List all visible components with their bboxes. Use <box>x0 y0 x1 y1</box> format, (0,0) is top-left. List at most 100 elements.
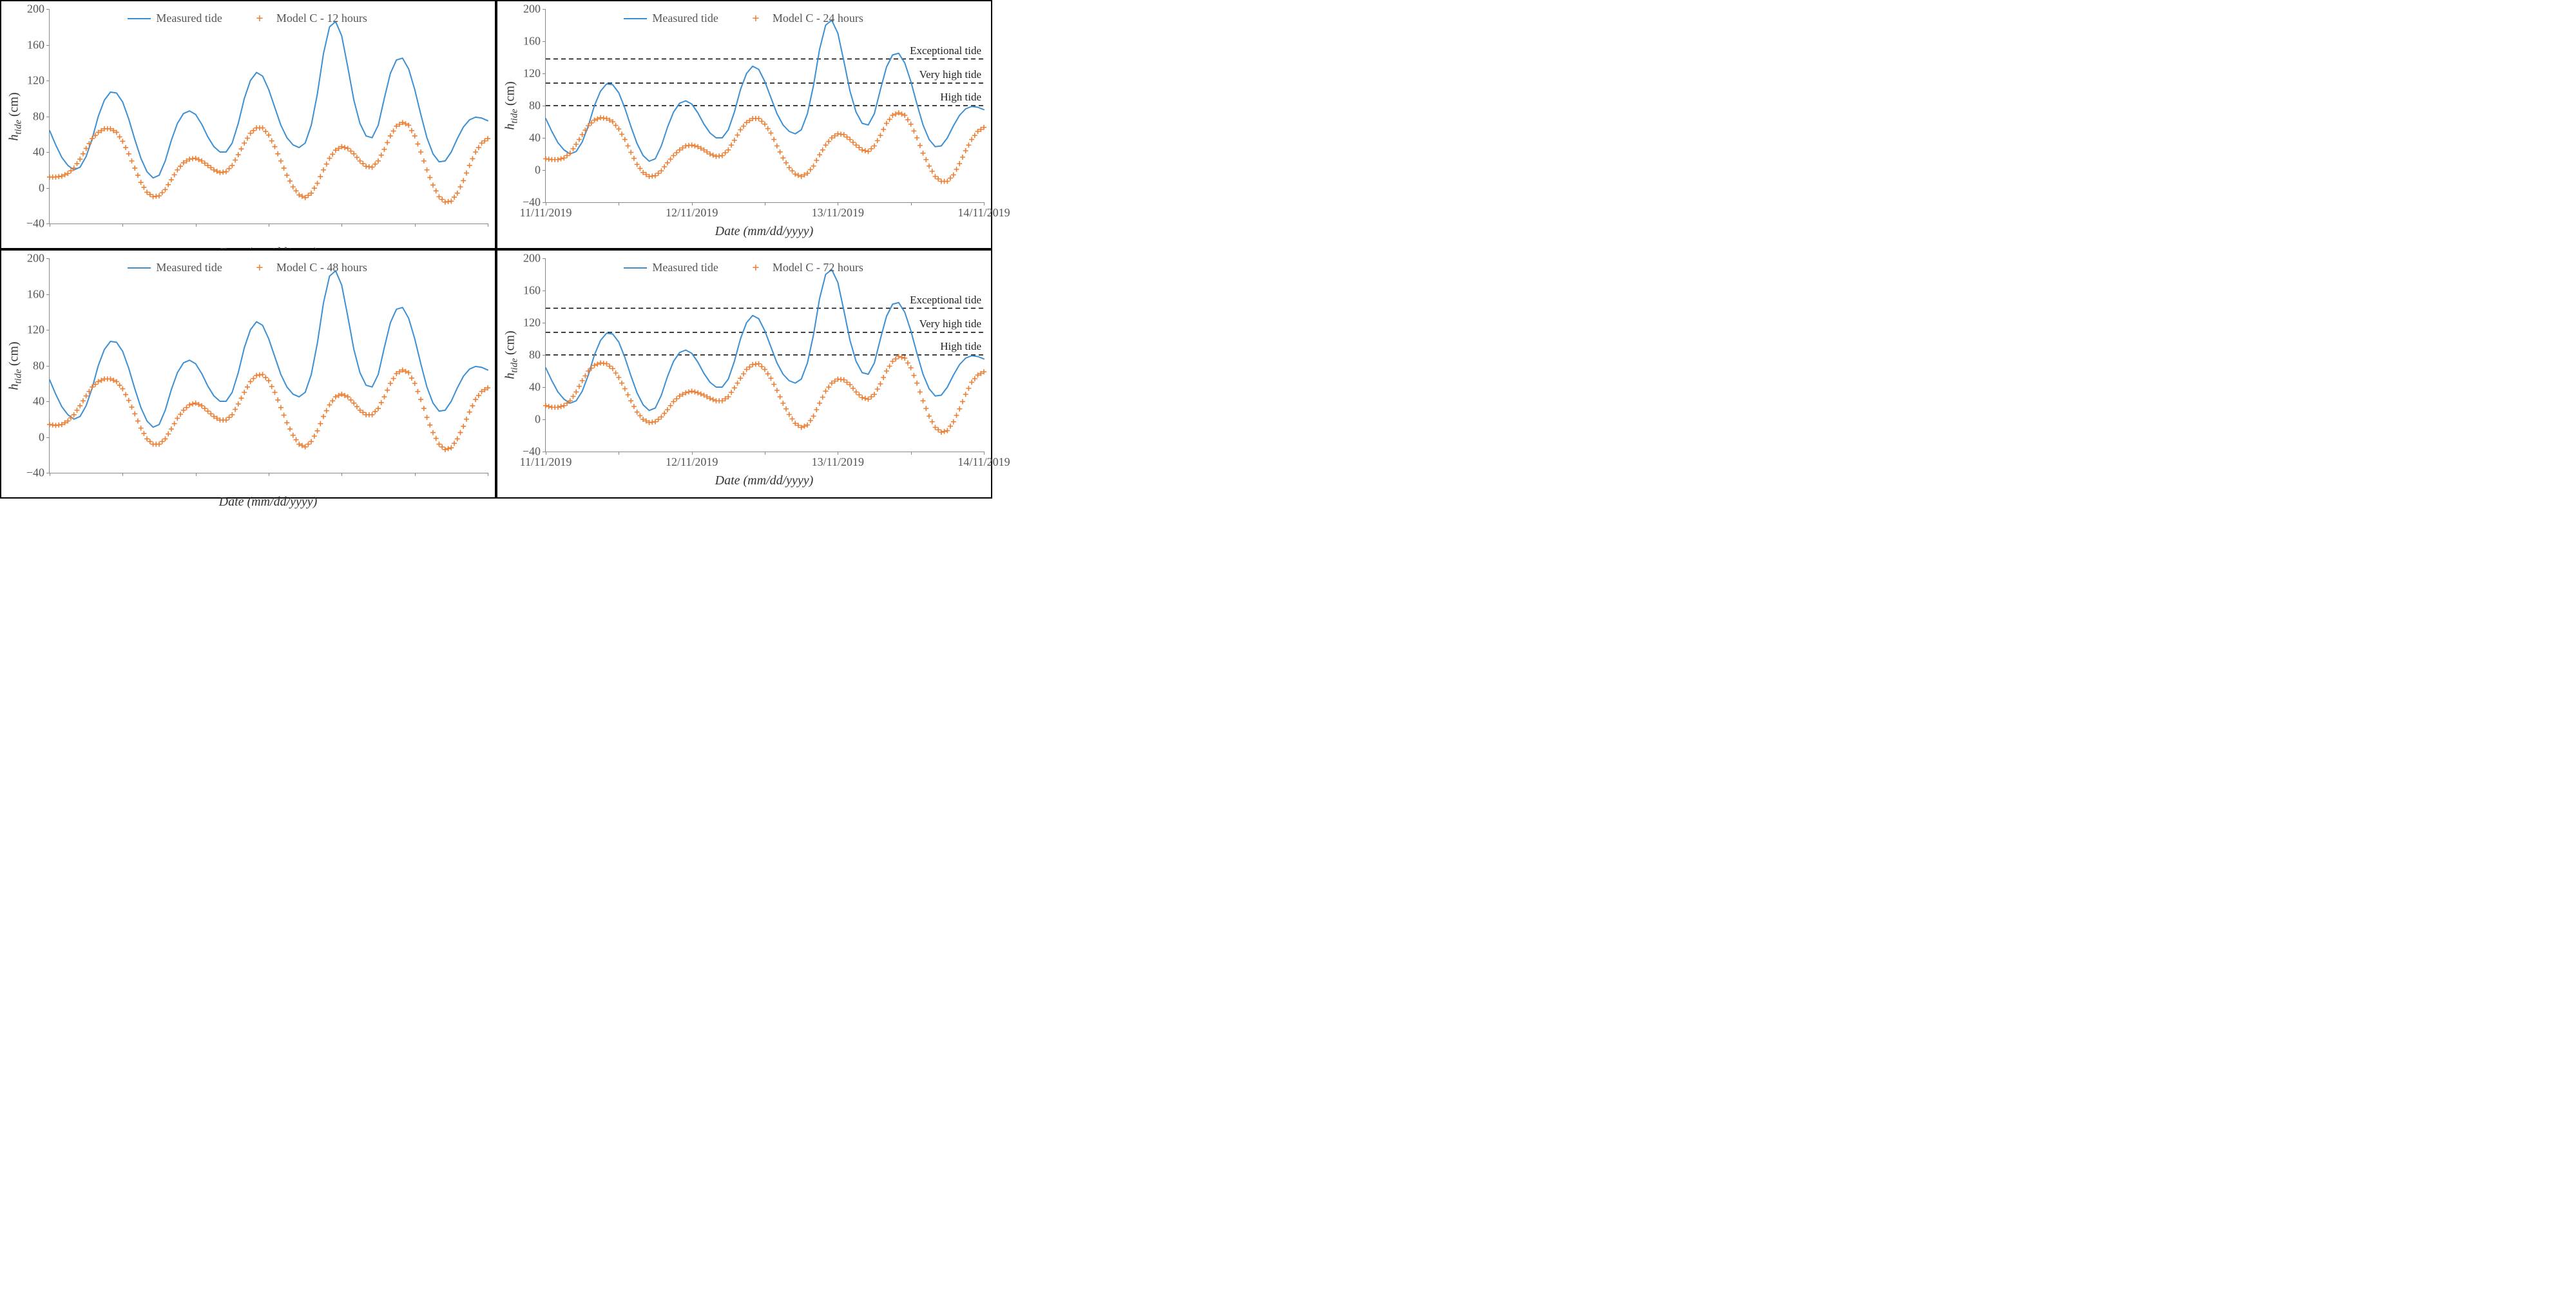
y-axis-title: htide (cm) <box>7 92 24 140</box>
ytick-label: 80 <box>33 110 50 123</box>
xtick-label: 11/11/2019 <box>520 452 572 469</box>
series-measured <box>546 270 984 411</box>
legend-swatch-line <box>624 18 647 19</box>
panel-p72: −400408012016020011/11/201912/11/201913/… <box>496 249 992 499</box>
panel-p12: −4004080120160200htide (cm)Date (mm/dd/y… <box>0 0 496 249</box>
x-axis-title: Date (mm/dd/yyyy) <box>715 473 814 488</box>
chart-svg <box>546 258 984 452</box>
legend-label: Measured tide <box>156 12 222 25</box>
legend-label: Model C - 12 hours <box>276 12 367 25</box>
series-measured <box>546 21 984 162</box>
x-axis-title: Date (mm/dd/yyyy) <box>219 495 318 510</box>
xtick-label: 12/11/2019 <box>666 202 718 220</box>
ytick-label: 0 <box>39 181 50 195</box>
legend-swatch-marker: + <box>744 12 767 25</box>
ytick-label: 120 <box>523 316 546 330</box>
xtick-minor <box>911 202 912 205</box>
plot-area: −400408012016020011/11/201912/11/201913/… <box>545 9 984 203</box>
legend-item-measured: Measured tide <box>128 261 222 274</box>
legend-swatch-line <box>624 267 647 269</box>
legend-label: Measured tide <box>156 261 222 274</box>
ytick-label: 40 <box>33 146 50 159</box>
ytick-label: 80 <box>529 348 546 362</box>
xtick-mark <box>196 473 197 476</box>
legend-item-measured: Measured tide <box>624 12 718 25</box>
legend-swatch-marker: + <box>744 261 767 274</box>
ytick-label: 200 <box>27 3 50 16</box>
legend-swatch-line <box>128 18 151 19</box>
ytick-label: 200 <box>523 3 546 16</box>
ytick-label: 80 <box>529 99 546 113</box>
series-measured <box>50 271 488 427</box>
chart-svg <box>546 9 984 202</box>
ytick-label: 0 <box>535 164 546 177</box>
ytick-label: 120 <box>523 67 546 81</box>
legend-item-measured: Measured tide <box>128 12 222 25</box>
legend-label: Model C - 72 hours <box>773 261 863 274</box>
xtick-mark <box>196 224 197 227</box>
ytick-label: 80 <box>33 359 50 372</box>
ytick-label: 160 <box>27 38 50 52</box>
legend-item-model: + Model C - 24 hours <box>744 12 863 25</box>
ytick-label: 200 <box>27 252 50 265</box>
legend: Measured tide + Model C - 12 hours <box>128 12 367 25</box>
ytick-label: 40 <box>529 131 546 145</box>
figure-grid: −4004080120160200htide (cm)Date (mm/dd/y… <box>0 0 992 499</box>
xtick-label: 13/11/2019 <box>812 452 864 469</box>
ytick-label: 0 <box>39 430 50 444</box>
legend: Measured tide + Model C - 24 hours <box>624 12 863 25</box>
ytick-label: −40 <box>26 217 50 231</box>
legend-swatch-marker: + <box>248 261 271 274</box>
legend-item-model: + Model C - 48 hours <box>248 261 367 274</box>
ytick-label: 200 <box>523 252 546 265</box>
xtick-minor <box>122 473 123 476</box>
y-axis-title: htide (cm) <box>503 81 521 129</box>
ytick-label: 160 <box>27 287 50 301</box>
chart-svg <box>50 258 488 473</box>
x-axis-title: Date (mm/dd/yyyy) <box>715 224 814 239</box>
xtick-minor <box>415 473 416 476</box>
legend-item-measured: Measured tide <box>624 261 718 274</box>
legend-swatch-marker: + <box>248 12 271 25</box>
ytick-label: −40 <box>26 466 50 480</box>
xtick-mark <box>341 224 342 227</box>
panel-p48: −4004080120160200htide (cm)Date (mm/dd/y… <box>0 249 496 499</box>
legend-item-model: + Model C - 12 hours <box>248 12 367 25</box>
ytick-label: 40 <box>33 395 50 408</box>
y-axis-title: htide (cm) <box>7 341 24 390</box>
ytick-label: 120 <box>27 323 50 337</box>
legend-swatch-line <box>128 267 151 269</box>
series-model <box>47 367 490 452</box>
xtick-mark <box>341 473 342 476</box>
y-axis-title: htide (cm) <box>503 330 521 379</box>
ytick-label: 40 <box>529 381 546 394</box>
xtick-minor <box>911 452 912 455</box>
series-model <box>543 354 986 435</box>
chart-svg <box>50 9 488 224</box>
series-model <box>543 110 986 184</box>
xtick-minor <box>122 224 123 227</box>
xtick-label: 14/11/2019 <box>957 202 1010 220</box>
panel-p24: −400408012016020011/11/201912/11/201913/… <box>496 0 992 249</box>
plot-area: −4004080120160200 <box>49 9 488 224</box>
legend: Measured tide + Model C - 72 hours <box>624 261 863 274</box>
plot-area: −400408012016020011/11/201912/11/201913/… <box>545 258 984 452</box>
xtick-label: 12/11/2019 <box>666 452 718 469</box>
xtick-minor <box>415 224 416 227</box>
legend-label: Measured tide <box>652 12 718 25</box>
xtick-label: 14/11/2019 <box>957 452 1010 469</box>
plot-area: −4004080120160200 <box>49 258 488 473</box>
legend: Measured tide + Model C - 48 hours <box>128 261 367 274</box>
xtick-label: 11/11/2019 <box>520 202 572 220</box>
legend-label: Model C - 48 hours <box>276 261 367 274</box>
series-model <box>47 120 490 204</box>
legend-item-model: + Model C - 72 hours <box>744 261 863 274</box>
ytick-label: 120 <box>27 74 50 88</box>
series-measured <box>50 21 488 178</box>
ytick-label: 0 <box>535 413 546 426</box>
legend-label: Model C - 24 hours <box>773 12 863 25</box>
xtick-label: 13/11/2019 <box>812 202 864 220</box>
legend-label: Measured tide <box>652 261 718 274</box>
ytick-label: 160 <box>523 35 546 48</box>
ytick-label: 160 <box>523 284 546 298</box>
